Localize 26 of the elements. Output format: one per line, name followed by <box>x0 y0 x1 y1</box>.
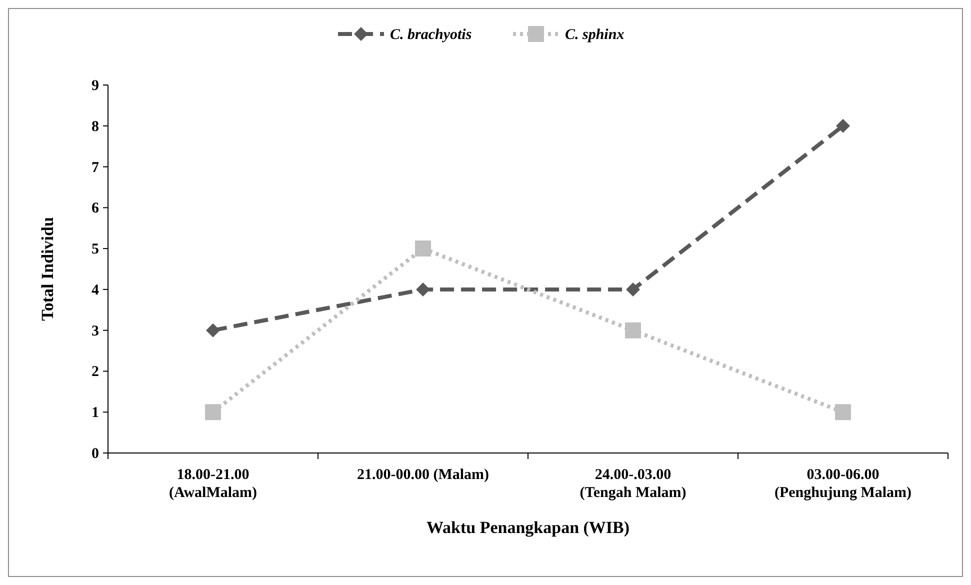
x-tick-label: 18.00-21.00 (AwalMalam) <box>168 467 258 501</box>
point <box>626 282 640 296</box>
y-tick-label: 8 <box>92 118 99 135</box>
y-tick-label: 1 <box>92 405 99 422</box>
point <box>206 323 220 338</box>
x-tick-label: 24.00-.03.00 (Tengah Malam) <box>580 467 686 501</box>
y-axis-title: Total Individu <box>38 217 57 321</box>
x-tick-label: 03.00-06.00 (Penghujung Malam) <box>774 467 912 501</box>
x-tick-label: 21.00-00.00 (Malam) <box>356 467 490 483</box>
x-axis-title: Waktu Penangkapan (WIB) <box>426 518 630 537</box>
y-tick-label: 0 <box>92 446 99 462</box>
y-tick-label: 7 <box>92 160 100 176</box>
legend-label: C. sphinx <box>565 27 625 43</box>
y-tick-label: 5 <box>92 242 99 258</box>
legend-label: C. brachyotis <box>390 27 472 43</box>
point <box>625 322 641 338</box>
point <box>836 118 850 133</box>
y-tick-label: 3 <box>92 323 99 340</box>
point <box>415 240 431 257</box>
y-tick-label: 9 <box>92 78 99 94</box>
point <box>416 282 430 296</box>
y-tick-label: 6 <box>92 200 100 217</box>
point <box>835 404 851 420</box>
point <box>205 404 221 420</box>
y-tick-label: 4 <box>92 282 100 298</box>
y-tick-label: 2 <box>92 364 99 380</box>
